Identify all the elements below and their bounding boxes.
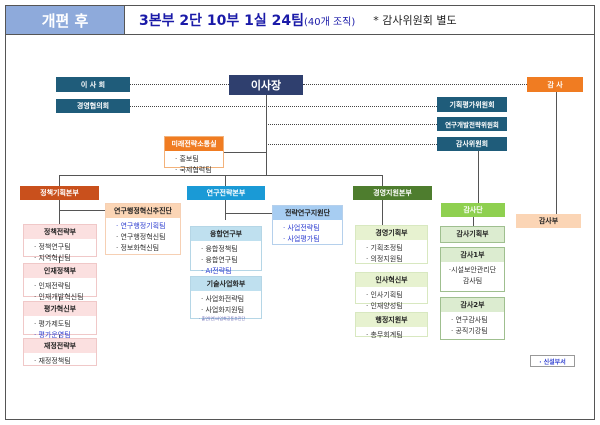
hq-research-strategy: 연구전략본부 <box>187 186 265 200</box>
header-summary: 3본부 2단 10부 1실 24팀 <box>139 13 304 29</box>
group-eval: 평가혁신부 · 평가제도팀 · 평가운영팀 <box>23 301 97 339</box>
team-item: · 평가제도팀 <box>34 320 71 328</box>
team-item: · 의정지원팀 <box>366 255 403 263</box>
team-item: · 홍보팀 <box>175 155 199 163</box>
group-future: 미래전략소통실 · 홍보팀 · 국제협력팀 <box>164 136 224 174</box>
group-title: 재정전략부 <box>24 339 96 353</box>
header-summary-cell: 3본부 2단 10부 1실 24팀 (40개 조직) * 감사위원회 별도 <box>124 5 595 35</box>
board-box: 이 사 회 <box>56 77 130 92</box>
connector-line <box>225 213 272 214</box>
team-item: ·시설보안관리단 <box>448 266 497 274</box>
group-talent: 인재정책부 · 인재전략팀 · 인재개발혁신팀 <box>23 263 97 301</box>
team-item: · AI전략팀 <box>201 267 232 275</box>
group-title: 인사혁신부 <box>356 273 427 287</box>
sub-unit-note: · 출연(연)사업화공동추진단 <box>199 316 246 321</box>
team-item: · 인재전략팀 <box>34 282 71 290</box>
committee-planning-eval-box: 기획평가위원회 <box>437 97 507 112</box>
audit-committee-box: 감사위원회 <box>437 137 507 151</box>
audit-dept-box: 감사부 <box>516 214 581 228</box>
team-item: · 평가운영팀 <box>34 331 71 339</box>
audit-group-box: 감사단 <box>441 203 505 217</box>
connector-line <box>59 210 105 211</box>
team-item: · 공직기강팀 <box>451 327 488 335</box>
dotted-connector <box>130 106 437 107</box>
connector-line <box>224 152 266 153</box>
team-item: · 재정정책팀 <box>34 357 71 365</box>
group-title: 경영기획부 <box>356 226 427 240</box>
team-item: · 사업평가팀 <box>283 235 320 243</box>
group-title: 융합연구부 <box>191 227 261 241</box>
group-mgmt_plan: 경영기획부 · 기획조정팀 · 의정지원팀 <box>355 225 428 264</box>
connector-line <box>473 217 474 226</box>
group-policy_strat: 정책전략부 · 정책연구팀 · 지역혁신팀 <box>23 224 97 262</box>
hq-management-support: 경영지원본부 <box>353 186 432 200</box>
group-hr: 인사혁신부 · 인사기획팀 · 인재양성팀 <box>355 272 428 310</box>
hq-policy-planning: 정책기획본부 <box>20 186 99 200</box>
dotted-connector <box>130 84 229 85</box>
group-convergence: 융합연구부 · 융합정책팀 · 융합연구팀 · AI전략팀 <box>190 226 262 275</box>
header-note: * 감사위원회 별도 <box>373 14 457 27</box>
team-item: · 연구행정혁신팀 <box>116 233 166 241</box>
team-item: · 인사기획팀 <box>366 291 403 299</box>
team-item: · 융합정책팀 <box>201 245 238 253</box>
header-count: (40개 조직) <box>303 16 356 28</box>
president-box: 이사장 <box>229 75 303 95</box>
team-item: · 연구행정기획팀 <box>116 222 166 230</box>
connector-line <box>478 151 479 203</box>
group-audit_plan: 감사기획부 <box>440 226 505 243</box>
group-strat_support: 전략연구지원단 · 사업전략팀 · 사업평가팀 <box>272 205 343 245</box>
team-item: 감사팀 <box>462 277 483 285</box>
connector-line <box>382 200 383 225</box>
connector-line <box>59 175 383 176</box>
connector-line <box>225 200 226 220</box>
connector-line <box>59 175 60 186</box>
group-admin_innov: 연구행정혁신추진단 · 연구행정기획팀 · 연구행정혁신팀 · 정보화혁신팀 <box>105 203 181 255</box>
team-item: · 기획조정팀 <box>366 244 403 252</box>
committee-rnd-strategy-box: 연구개발전략위원회 <box>437 117 507 131</box>
group-title: 연구행정혁신추진단 <box>106 204 180 218</box>
group-finance: 재정전략부 · 재정정책팀 <box>23 338 97 366</box>
team-item: · 총무회계팀 <box>366 331 403 339</box>
team-item: · 지역혁신팀 <box>34 254 71 262</box>
team-item: · 정책연구팀 <box>34 243 71 251</box>
group-commercial: 기술사업화부 · 사업화전략팀 · 사업화지원팀 · 출연(연)사업화공동추진단 <box>190 276 262 321</box>
team-item: · 사업전략팀 <box>283 224 320 232</box>
group-title: 감사기획부 <box>441 227 504 242</box>
dotted-connector <box>266 124 437 125</box>
group-title: 행정지원부 <box>356 313 427 327</box>
team-item: · 연구감사팀 <box>451 316 488 324</box>
team-item: · 국제협력팀 <box>175 166 212 174</box>
group-admin_support: 행정지원부 · 총무회계팀 <box>355 312 428 339</box>
group-title: 인재정책부 <box>24 264 96 278</box>
group-audit2: 감사2부 · 연구감사팀 · 공직기강팀 <box>440 297 505 340</box>
group-title: 감사2부 <box>441 298 504 312</box>
connector-line <box>266 95 267 175</box>
group-title: 미래전략소통실 <box>165 137 223 151</box>
group-title: 정책전략부 <box>24 225 96 239</box>
team-item: · 사업화전략팀 <box>201 295 245 303</box>
dotted-connector <box>266 144 437 145</box>
auditor-box: 감 사 <box>527 77 583 92</box>
connector-line <box>382 175 383 186</box>
management-council-box: 경영협의회 <box>56 99 130 113</box>
group-title: 기술사업화부 <box>191 277 261 291</box>
team-item: · 사업화지원팀 <box>201 306 245 314</box>
dotted-connector <box>303 84 527 85</box>
team-item: · 인재양성팀 <box>366 302 403 310</box>
team-item: · 융합연구팀 <box>201 256 238 264</box>
group-title: 전략연구지원단 <box>273 206 342 220</box>
header-label: 개편 후 <box>5 5 125 35</box>
group-title: 평가혁신부 <box>24 302 96 316</box>
team-item: · 인재개발혁신팀 <box>34 293 84 301</box>
team-item: · 정보화혁신팀 <box>116 244 160 252</box>
connector-line <box>225 175 226 186</box>
group-title: 감사1부 <box>441 248 504 262</box>
connector-line <box>556 92 557 214</box>
legend-new-unit: · 신설부서 <box>530 355 575 367</box>
